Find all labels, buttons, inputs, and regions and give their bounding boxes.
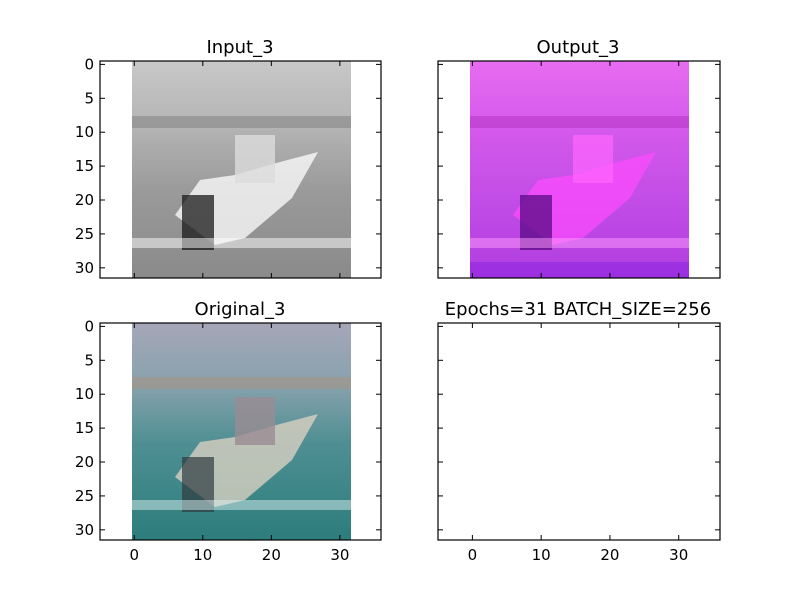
y-tick-label-input: 20 — [75, 191, 94, 209]
axes-frame-output — [437, 60, 721, 279]
y-tick-label-input: 5 — [84, 89, 94, 107]
image-original-foam — [132, 500, 351, 510]
panel-original: Original_3 — [99, 299, 382, 541]
y-tick-label-original: 15 — [75, 419, 94, 437]
y-tick-label-original: 10 — [75, 385, 94, 403]
image-output-shore — [470, 116, 689, 128]
panel-empty: Epochs=31 BATCH_SIZE=256 — [437, 299, 721, 541]
x-tick-label-original: 20 — [262, 546, 281, 564]
image-output-foam — [470, 238, 689, 248]
panel-output: Output_3 — [437, 37, 721, 279]
y-tick-label-input: 0 — [84, 55, 94, 73]
tick-layer: 0 5 10 15 20 25 30 0 10 20 30 0 5 10 15 20 25 30 0 10 20 30 — [75, 55, 720, 564]
image-output-bottom — [470, 262, 689, 278]
x-tick-label-empty: 30 — [669, 546, 688, 564]
y-tick-label-input: 30 — [75, 259, 94, 277]
panel-title-empty: Epochs=31 BATCH_SIZE=256 — [445, 299, 711, 320]
x-tick-label-original: 0 — [129, 546, 139, 564]
y-tick-label-original: 0 — [84, 317, 94, 335]
axes-frame-empty — [437, 322, 721, 541]
image-input-shore — [132, 116, 351, 128]
x-tick-label-empty: 20 — [600, 546, 619, 564]
panel-title-input: Input_3 — [206, 37, 273, 58]
y-tick-label-input: 25 — [75, 225, 94, 243]
x-tick-label-original: 10 — [193, 546, 212, 564]
panel-title-output: Output_3 — [537, 37, 620, 58]
y-tick-label-input: 15 — [75, 157, 94, 175]
y-tick-label-input: 10 — [75, 123, 94, 141]
panel-title-original: Original_3 — [195, 299, 286, 320]
image-original-boat-cabin — [235, 397, 275, 445]
x-tick-label-original: 30 — [330, 546, 349, 564]
image-input-foam — [132, 238, 351, 248]
y-tick-label-original: 5 — [84, 351, 94, 369]
x-tick-label-empty: 0 — [468, 546, 478, 564]
image-original-shore — [132, 377, 351, 389]
panel-input: Input_3 — [99, 37, 382, 279]
axes-frame-original — [99, 322, 382, 541]
image-input-boat-cabin — [235, 135, 275, 183]
axes-frame-input — [99, 60, 382, 279]
y-tick-label-original: 20 — [75, 453, 94, 471]
y-tick-label-original: 25 — [75, 487, 94, 505]
y-tick-label-original: 30 — [75, 521, 94, 539]
x-tick-label-empty: 10 — [532, 546, 551, 564]
image-output-boat-cabin — [573, 135, 613, 183]
